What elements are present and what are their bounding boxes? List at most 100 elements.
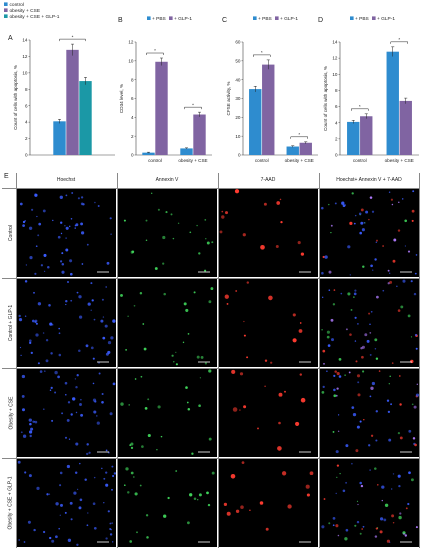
stained-cell bbox=[345, 444, 349, 448]
stained-cell bbox=[19, 346, 22, 349]
stained-cell bbox=[391, 514, 395, 518]
stained-cell bbox=[24, 280, 28, 283]
stained-cell bbox=[287, 504, 292, 509]
charts-area: A 0 2 4 6 8 10 12 14 Count of cells with apoptosi… bbox=[4, 2, 419, 163]
panel-b-x-tick-label: obesity + CSE bbox=[178, 158, 207, 163]
stained-cell bbox=[197, 499, 199, 501]
stained-cell bbox=[92, 502, 96, 506]
stained-cell bbox=[165, 211, 168, 214]
stained-cell bbox=[363, 418, 365, 421]
stained-cell bbox=[156, 448, 158, 451]
panel-b-sig-star: * bbox=[154, 48, 156, 53]
stained-cell bbox=[328, 289, 331, 291]
stained-cell bbox=[70, 218, 73, 220]
stained-cell bbox=[235, 509, 240, 513]
stained-cell bbox=[86, 243, 89, 246]
stained-cell bbox=[22, 220, 26, 224]
stained-cell bbox=[175, 351, 177, 354]
stained-cell bbox=[109, 412, 113, 416]
stained-cell bbox=[375, 439, 378, 442]
stained-cell bbox=[324, 255, 328, 259]
stained-cell bbox=[27, 520, 31, 524]
panel-b-y-tick-label: 2 bbox=[131, 134, 134, 139]
stained-cell bbox=[300, 252, 305, 256]
micrograph-image bbox=[320, 369, 419, 457]
stained-cell bbox=[362, 525, 365, 528]
stained-cell bbox=[22, 224, 25, 227]
stained-cell bbox=[397, 309, 401, 312]
stained-cell bbox=[264, 359, 268, 362]
stained-cell bbox=[326, 330, 330, 334]
panel-a-legend-label: control bbox=[10, 2, 24, 8]
stained-cell bbox=[332, 303, 336, 306]
stained-cell bbox=[348, 371, 351, 374]
stained-cell bbox=[32, 420, 35, 424]
stained-cell bbox=[172, 237, 175, 240]
panel-d-sig-star: * bbox=[359, 104, 361, 109]
stained-cell bbox=[336, 476, 338, 479]
stained-cell bbox=[51, 539, 55, 543]
stained-cell bbox=[332, 430, 335, 433]
panel-c-y-tick-label: 30 bbox=[235, 96, 241, 101]
stained-cell bbox=[388, 383, 390, 385]
stained-cell bbox=[69, 259, 73, 263]
stained-cell bbox=[80, 413, 84, 417]
stained-cell bbox=[193, 497, 197, 500]
stained-cell bbox=[347, 292, 351, 296]
panel-b-x-tick-label: control bbox=[148, 158, 162, 163]
stained-cell bbox=[87, 512, 89, 514]
stained-cell bbox=[88, 451, 91, 454]
panel-b-bar bbox=[142, 152, 155, 155]
microscopy-panel-e: E Hoechst Annexin V 7-AAD Hoechst+ Annex… bbox=[2, 173, 420, 548]
stained-cell bbox=[75, 386, 78, 389]
micrograph-dots bbox=[321, 190, 418, 276]
grid-divider-vertical bbox=[218, 173, 219, 548]
stained-cell bbox=[186, 401, 189, 404]
stained-cell bbox=[65, 194, 68, 197]
panel-d-y-tick-label: 6 bbox=[335, 104, 338, 109]
micrograph-image bbox=[118, 459, 217, 547]
stained-cell bbox=[42, 332, 45, 334]
stained-cell bbox=[42, 530, 46, 534]
stained-cell bbox=[335, 492, 337, 495]
stained-cell bbox=[87, 302, 91, 306]
stained-cell bbox=[136, 531, 138, 534]
stained-cell bbox=[356, 500, 359, 503]
stained-cell bbox=[337, 414, 340, 416]
stained-cell bbox=[185, 308, 189, 312]
stained-cell bbox=[232, 407, 238, 412]
stained-cell bbox=[96, 415, 98, 417]
stained-cell bbox=[410, 478, 414, 482]
panel-c-y-tick-label: 0 bbox=[238, 153, 241, 158]
stained-cell bbox=[345, 481, 348, 484]
stained-cell bbox=[206, 491, 209, 495]
stained-cell bbox=[76, 374, 79, 377]
stained-cell bbox=[79, 403, 82, 406]
stained-cell bbox=[377, 484, 379, 486]
stained-cell bbox=[64, 225, 66, 227]
stained-cell bbox=[146, 536, 149, 539]
stained-cell bbox=[391, 488, 393, 490]
stained-cell bbox=[208, 300, 212, 304]
panel-b-legend-swatch bbox=[147, 16, 151, 20]
stained-cell bbox=[105, 483, 109, 487]
stained-cell bbox=[65, 303, 67, 306]
stained-cell bbox=[328, 270, 332, 274]
column-header-merged: Hoechst+ Annexin V + 7-AAD bbox=[336, 177, 402, 183]
micrograph-dots bbox=[321, 462, 418, 543]
stained-cell bbox=[383, 518, 387, 522]
stained-cell bbox=[333, 388, 336, 392]
stained-cell bbox=[33, 528, 36, 532]
stained-cell bbox=[210, 287, 214, 291]
panel-d-y-tick-label: 12 bbox=[332, 56, 338, 61]
stained-cell bbox=[67, 401, 71, 404]
stained-cell bbox=[398, 484, 401, 488]
stained-cell bbox=[80, 398, 82, 401]
stained-cell bbox=[208, 437, 212, 441]
stained-cell bbox=[132, 476, 135, 478]
stained-cell bbox=[402, 279, 406, 283]
stained-cell bbox=[35, 333, 39, 337]
stained-cell bbox=[47, 265, 50, 269]
stained-cell bbox=[70, 299, 73, 302]
stained-cell bbox=[370, 434, 374, 437]
